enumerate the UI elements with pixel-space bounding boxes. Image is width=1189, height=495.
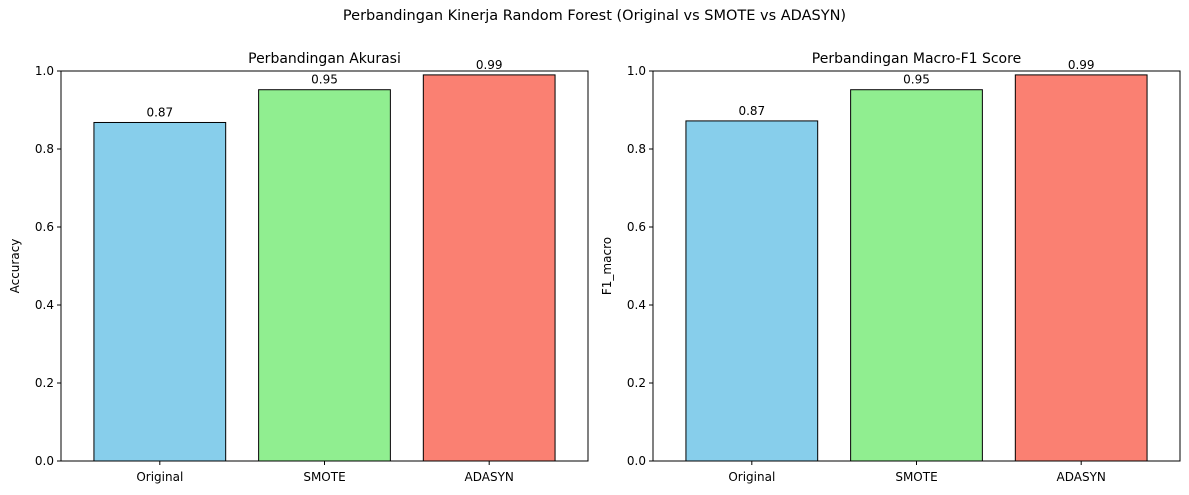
- x-tick-label: ADASYN: [465, 470, 514, 484]
- y-tick-label: 0.6: [35, 220, 54, 234]
- y-axis-label: F1_macro: [600, 237, 614, 295]
- value-label: 0.87: [738, 104, 765, 118]
- y-tick-label: 0.4: [35, 298, 54, 312]
- value-label: 0.87: [146, 105, 173, 119]
- bar-original: [93, 121, 227, 462]
- x-tick-label: Original: [728, 470, 775, 484]
- bar-adasyn: [422, 74, 556, 462]
- value-label: 0.99: [476, 58, 503, 72]
- x-tick-label: SMOTE: [303, 470, 345, 484]
- value-label: 0.99: [1068, 58, 1095, 72]
- chart-panel-1: 0.87 0.95 0.99 0.0 0.2 0.4 0.6 0.8 1.0 Original SM…: [8, 51, 589, 484]
- bar-smote: [258, 89, 391, 462]
- chart-title: Perbandingan Macro-F1 Score: [812, 51, 1021, 67]
- y-tick-label: 0.8: [627, 142, 646, 156]
- y-tick-label: 1.0: [627, 64, 646, 78]
- y-tick-label: 0.0: [627, 454, 646, 468]
- bar-adasyn: [1014, 74, 1148, 462]
- y-tick-label: 0.6: [627, 220, 646, 234]
- y-tick-label: 0.4: [627, 298, 646, 312]
- y-tick-label: 0.2: [627, 376, 646, 390]
- value-label: 0.95: [311, 73, 338, 87]
- chart-title: Perbandingan Akurasi: [248, 51, 401, 67]
- bar-original: [685, 120, 819, 462]
- x-tick-label: ADASYN: [1057, 470, 1106, 484]
- figure-title: Perbandingan Kinerja Random Forest (Orig…: [342, 8, 847, 24]
- x-tick-label: Original: [136, 470, 183, 484]
- x-tick-label: SMOTE: [895, 470, 937, 484]
- value-label: 0.95: [903, 73, 930, 87]
- y-tick-label: 0.2: [35, 376, 54, 390]
- y-tick-label: 0.0: [35, 454, 54, 468]
- y-tick-label: 0.8: [35, 142, 54, 156]
- y-tick-label: 1.0: [35, 64, 54, 78]
- bar-smote: [850, 89, 983, 462]
- chart-panel-2: 0.87 0.95 0.99 0.0 0.2 0.4 0.6 0.8 1.0 Original SM…: [600, 51, 1181, 484]
- y-axis-label: Accuracy: [8, 239, 22, 294]
